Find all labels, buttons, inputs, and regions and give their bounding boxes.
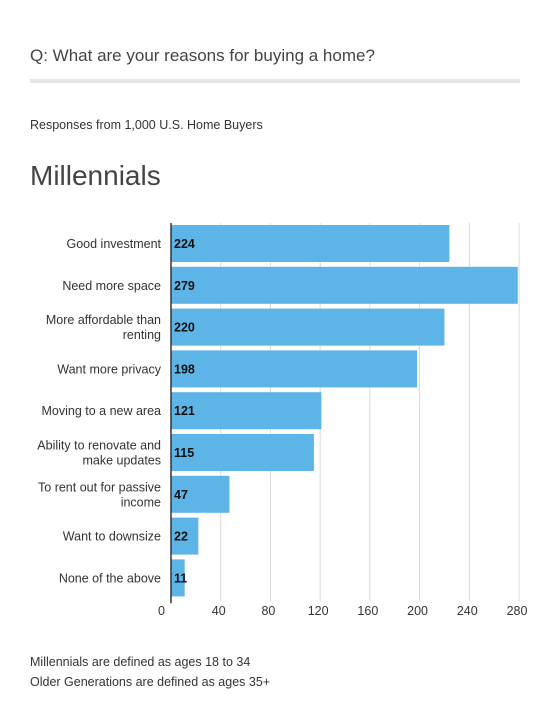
bar-value-label: 121 <box>174 404 195 418</box>
bar-value-label: 22 <box>174 530 188 544</box>
chart-heading: Millennials <box>30 160 161 191</box>
footnote-older-generations: Older Generations are defined as ages 35… <box>30 675 271 689</box>
bar-value-label: 220 <box>174 321 195 335</box>
bar-value-label: 11 <box>174 571 187 585</box>
x-tick-label: 0 <box>158 604 165 618</box>
bar <box>171 308 445 346</box>
chart-subtitle: Responses from 1,000 U.S. Home Buyers <box>30 118 263 132</box>
category-label: More affordable than renting <box>46 313 161 342</box>
x-tick-label: 280 <box>507 604 528 618</box>
bar <box>171 475 230 513</box>
x-tick-label: 40 <box>212 604 226 618</box>
category-label: Ability to renovate and make updates <box>37 439 161 468</box>
bar-value-label: 115 <box>174 446 194 460</box>
category-label: To rent out for passive income <box>38 480 161 509</box>
category-label: Moving to a new area <box>41 404 161 418</box>
category-label: Want more privacy <box>57 362 161 376</box>
bar-chart: 0 40 80 120 160 200 240 280 224 Good investment 27… <box>37 223 528 618</box>
title-divider <box>30 79 520 83</box>
bar <box>171 350 418 388</box>
x-tick-label: 120 <box>308 604 329 618</box>
bar <box>171 517 199 555</box>
bar-value-label: 279 <box>174 279 195 293</box>
bar <box>171 225 450 262</box>
x-tick-label: 240 <box>457 604 478 618</box>
bar <box>171 434 314 471</box>
category-label: Want to downsize <box>63 530 161 544</box>
bar-value-label: 47 <box>174 488 188 502</box>
category-label: Good investment <box>67 237 162 251</box>
bar <box>171 559 185 597</box>
footnote-millennials: Millennials are defined as ages 18 to 34 <box>30 655 251 669</box>
category-label: None of the above <box>59 571 161 585</box>
category-label: Need more space <box>62 279 161 293</box>
bar <box>171 392 322 430</box>
bar-value-label: 198 <box>174 362 195 376</box>
question-title: Q: What are your reasons for buying a ho… <box>30 46 375 65</box>
x-tick-label: 80 <box>261 604 275 618</box>
bar <box>171 266 518 304</box>
x-tick-label: 200 <box>407 604 428 618</box>
bar-value-label: 224 <box>174 237 195 251</box>
x-tick-label: 160 <box>357 604 378 618</box>
